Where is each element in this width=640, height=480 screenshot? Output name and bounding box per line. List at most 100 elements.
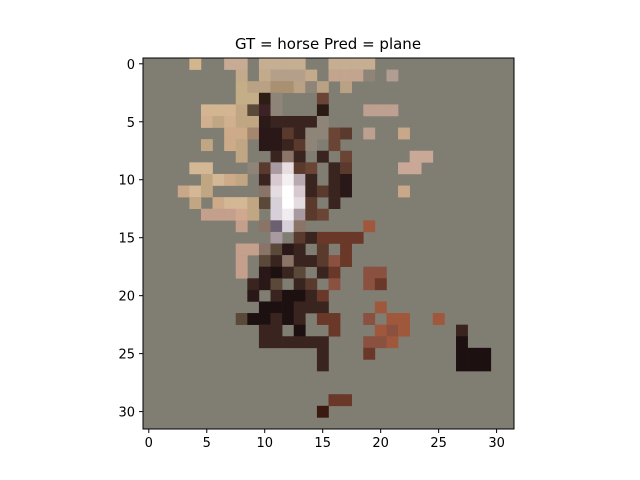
heatmap-cell: [224, 127, 237, 140]
heatmap-cell: [258, 139, 271, 152]
chart-title: GT = horse Pred = plane: [235, 35, 421, 53]
heatmap-cell: [293, 115, 306, 128]
heatmap-cell: [409, 162, 422, 175]
heatmap-cell: [224, 115, 237, 128]
y-tick-label: 10: [118, 174, 135, 189]
heatmap-cell: [258, 173, 271, 186]
heatmap-cell: [270, 255, 283, 267]
heatmap-cell: [235, 150, 248, 163]
heatmap-cell: [247, 104, 260, 117]
heatmap-cell: [328, 255, 341, 267]
x-axis: 0 5 10 15 20 25 30: [145, 429, 505, 451]
heatmap-cell: [340, 81, 352, 94]
heatmap-cell: [316, 289, 329, 302]
heatmap-cell: [293, 255, 306, 267]
heatmap-cell: [328, 162, 341, 175]
heatmap-cell: [316, 127, 329, 140]
heatmap-cell: [282, 313, 295, 325]
heatmap-cell: [247, 92, 260, 105]
heatmap-cell: [374, 278, 387, 291]
heatmap-cell: [282, 115, 295, 128]
heatmap-cell: [363, 313, 376, 325]
heatmap-cell: [200, 185, 213, 198]
heatmap-cell: [282, 220, 295, 233]
heatmap-cell: [235, 69, 248, 82]
heatmap-cell: [386, 313, 399, 325]
heatmap-cell: [293, 150, 306, 163]
heatmap-cell: [363, 58, 376, 70]
heatmap-cell: [456, 359, 468, 372]
heatmap-cell: [363, 278, 376, 291]
heatmap-cell: [305, 69, 318, 82]
heatmap-cell: [305, 336, 318, 349]
heatmap-cell: [224, 197, 237, 210]
heatmap-cell: [386, 69, 399, 82]
heatmap-cell: [212, 197, 225, 210]
heatmap-cell: [363, 347, 376, 360]
heatmap-cell: [247, 208, 260, 221]
heatmap-cell: [328, 185, 341, 198]
y-axis: 0 5 10 15 20 25 30: [118, 58, 143, 421]
heatmap-cell: [398, 162, 410, 175]
heatmap-cell: [293, 243, 306, 256]
heatmap-cell: [351, 231, 364, 244]
heatmap-cell: [328, 278, 341, 291]
heatmap-cell: [212, 173, 225, 186]
heatmap-cell: [235, 243, 248, 256]
heatmap-cell: [363, 127, 376, 140]
heatmap-cell: [235, 58, 248, 70]
heatmap-cell: [282, 243, 295, 256]
heatmap-cell: [212, 115, 225, 128]
heatmap-cell: [270, 92, 283, 105]
heatmap-cell: [293, 231, 306, 244]
heatmap-cell: [247, 243, 260, 256]
heatmap-cell: [351, 58, 364, 70]
heatmap-cell: [316, 359, 329, 372]
heatmap-cell: [224, 104, 237, 117]
heatmap-cell: [258, 104, 271, 117]
heatmap-cell: [258, 336, 271, 349]
heatmap-cell: [270, 208, 283, 221]
heatmap-cell: [467, 347, 480, 360]
heatmap-cell: [456, 324, 468, 337]
heatmap-cell: [305, 162, 318, 175]
heatmap-cell: [270, 185, 283, 198]
heatmap-cell: [247, 162, 260, 175]
heatmap-cell: [258, 127, 271, 140]
heatmap-cell: [235, 92, 248, 105]
heatmap-cell: [293, 127, 306, 140]
heatmap-cell: [270, 115, 283, 128]
heatmap-cell: [235, 313, 248, 325]
heatmap-cell: [386, 324, 399, 337]
heatmap-cell: [305, 208, 318, 221]
heatmap-cell: [235, 127, 248, 140]
heatmap-cell: [235, 173, 248, 186]
heatmap-cell: [235, 104, 248, 117]
heatmap-cell: [235, 139, 248, 152]
heatmap-cell: [456, 347, 468, 360]
heatmap-cell: [479, 347, 492, 360]
heatmap-cell: [398, 324, 410, 337]
x-tick-label: 30: [488, 436, 505, 451]
x-tick-label: 20: [372, 436, 389, 451]
heatmap-cell: [293, 58, 306, 70]
heatmap-cell: [270, 150, 283, 163]
heatmap-cell: [305, 139, 318, 152]
heatmap-cell: [258, 266, 271, 279]
y-tick-label: 0: [127, 58, 135, 73]
heatmap-cell: [316, 115, 329, 128]
heatmap-cell: [258, 313, 271, 325]
heatmap-cell: [316, 336, 329, 349]
heatmap-cell: [316, 313, 329, 325]
heatmap-cell: [386, 336, 399, 349]
x-tick-label: 10: [256, 436, 273, 451]
heatmap-cell: [328, 266, 341, 279]
heatmap-cell: [282, 197, 295, 210]
heatmap-cell: [421, 150, 434, 163]
heatmap-cell: [328, 231, 341, 244]
heatmap-cell: [293, 278, 306, 291]
heatmap-cell: [224, 208, 237, 221]
heatmap-cell: [398, 313, 410, 325]
heatmap-cell: [363, 220, 376, 233]
heatmap-cell: [398, 127, 410, 140]
